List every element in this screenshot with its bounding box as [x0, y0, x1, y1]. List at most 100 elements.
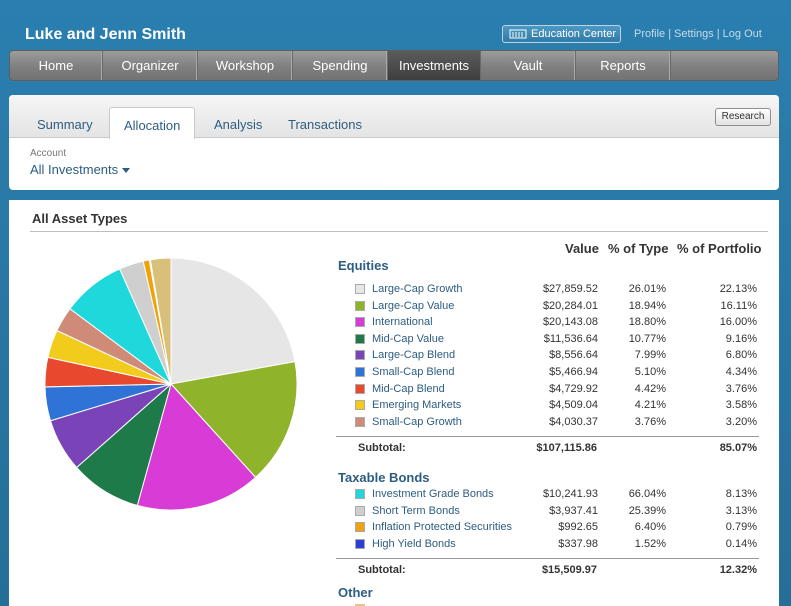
pie-slice: [149, 257, 172, 385]
pct-portfolio-cell: 8.13%: [725, 488, 757, 500]
column-pct-portfolio: % of Portfolio: [677, 241, 762, 256]
asset-class-link[interactable]: Large-Cap Growth: [372, 283, 463, 295]
value-cell: $27,859.52: [542, 283, 598, 295]
group-title: Equities: [338, 258, 389, 273]
color-swatch: [355, 333, 365, 344]
pct-portfolio-cell: 16.00%: [719, 316, 757, 329]
asset-class-link[interactable]: Emerging Markets: [372, 399, 462, 412]
table-row: International $20,143.08 18.80% 16.00%: [338, 315, 758, 331]
nav-home[interactable]: Home: [10, 51, 103, 80]
asset-class-link[interactable]: Inflation Protected Securities: [372, 521, 513, 534]
color-swatch: [355, 522, 365, 533]
education-center-icon: [509, 29, 527, 39]
tab-transactions[interactable]: Transactions: [288, 117, 362, 132]
pct-type-cell: 5.10%: [634, 366, 666, 378]
color-swatch: [355, 538, 365, 549]
column-value: Value: [565, 241, 599, 256]
pct-portfolio-cell: 16.11%: [720, 299, 758, 312]
value-cell: $20,143.08: [542, 316, 598, 329]
pct-portfolio-cell: 3.76%: [725, 382, 757, 395]
table-row: Mid-Cap Blend $4,729.92 4.42% 3.76%: [338, 382, 758, 398]
account-select-value: All Investments: [30, 162, 119, 177]
color-swatch: [355, 489, 365, 499]
subtotal-pct-portfolio: 12.32%: [719, 564, 757, 577]
nav-workshop[interactable]: Workshop: [198, 51, 293, 80]
table-row: Large-Cap Value $20,284.01 18.94% 16.11%: [338, 299, 758, 315]
pct-portfolio-cell: 6.80%: [725, 349, 757, 362]
value-cell: $8,556.64: [549, 349, 598, 362]
pct-type-cell: 4.42%: [634, 382, 666, 395]
user-name: Luke and Jenn Smith: [25, 26, 186, 43]
education-center-label: Education Center: [531, 28, 616, 40]
subtotal-row: Subtotal: $15,509.97 12.32%: [336, 558, 759, 580]
asset-class-link[interactable]: High Yield Bonds: [372, 537, 456, 550]
link-separator: |: [716, 28, 720, 40]
investments-panel: Summary Allocation Analysis Transactions…: [9, 95, 779, 190]
account-links: Profile | Settings | Log Out: [634, 28, 762, 40]
nav-reports[interactable]: Reports: [576, 51, 671, 80]
pct-portfolio-cell: 22.13%: [719, 283, 757, 295]
research-button[interactable]: Research: [715, 108, 771, 126]
tab-analysis[interactable]: Analysis: [214, 117, 263, 132]
allocation-pie-chart: [44, 257, 298, 511]
subtotal-label: Subtotal:: [358, 564, 406, 577]
table-row: Small-Cap Blend $5,466.94 5.10% 4.34%: [338, 365, 758, 381]
tab-bar: Summary Allocation Analysis Transactions…: [9, 95, 779, 139]
table-row: Large-Cap Blend $8,556.64 7.99% 6.80%: [338, 348, 758, 364]
pie-slice: [136, 382, 257, 511]
pct-portfolio-cell: 0.14%: [725, 537, 757, 550]
pct-portfolio-cell: 3.58%: [725, 399, 757, 412]
value-cell: $337.98: [558, 537, 598, 550]
asset-class-link[interactable]: Small-Cap Blend: [372, 366, 455, 378]
settings-link[interactable]: Settings: [674, 28, 714, 40]
color-swatch: [355, 604, 365, 606]
value-cell: $11,536.64: [543, 332, 598, 345]
color-swatch: [355, 350, 365, 361]
chevron-down-icon: [122, 168, 131, 174]
subtotal-value: $15,509.97: [541, 564, 597, 577]
asset-class-link[interactable]: Mid-Cap Value: [372, 332, 444, 345]
color-swatch: [355, 505, 365, 516]
asset-class-link[interactable]: Large-Cap Value: [372, 299, 455, 312]
value-cell: $4,729.92: [549, 382, 598, 395]
group-title: Other: [338, 585, 373, 600]
asset-class-link[interactable]: Small-Cap Growth: [372, 415, 462, 428]
subtotal-pct-portfolio: 85.07%: [719, 442, 757, 455]
divider: [30, 231, 768, 232]
pct-portfolio-cell: 3.20%: [725, 415, 757, 428]
asset-class-link[interactable]: Large-Cap Blend: [372, 349, 456, 362]
color-swatch: [355, 367, 365, 377]
link-separator: |: [668, 28, 672, 40]
education-center-button[interactable]: Education Center: [502, 25, 621, 43]
value-cell: $10,241.93: [542, 488, 598, 500]
nav-vault[interactable]: Vault: [481, 51, 576, 80]
color-swatch: [355, 416, 365, 427]
nav-spending[interactable]: Spending: [293, 51, 388, 80]
tab-allocation[interactable]: Allocation: [109, 107, 196, 139]
profile-link[interactable]: Profile: [634, 28, 666, 40]
value-cell: $4,030.37: [549, 415, 598, 428]
logout-link[interactable]: Log Out: [722, 28, 762, 40]
subtotal-row: Subtotal: $107,115.86 85.07%: [336, 436, 759, 458]
value-cell: $992.65: [558, 521, 598, 534]
pct-type-cell: 18.80%: [628, 316, 666, 329]
asset-class-link[interactable]: Mid-Cap Blend: [372, 382, 445, 395]
table-row: Inflation Protected Securities $992.65 6.4…: [338, 520, 758, 536]
color-swatch: [355, 300, 365, 311]
nav-organizer[interactable]: Organizer: [103, 51, 198, 80]
asset-class-link[interactable]: International: [372, 316, 433, 329]
color-swatch: [355, 317, 365, 328]
table-row: High Yield Bonds $337.98 1.52% 0.14%: [338, 537, 758, 553]
tab-summary[interactable]: Summary: [37, 117, 93, 132]
column-pct-type: % of Type: [608, 241, 669, 256]
color-swatch: [355, 400, 365, 411]
asset-class-link[interactable]: Short Term Bonds: [372, 504, 460, 517]
pct-type-cell: 25.39%: [628, 504, 666, 517]
pct-type-cell: 4.21%: [634, 399, 666, 412]
pct-portfolio-cell: 3.13%: [725, 504, 757, 517]
account-select[interactable]: All Investments: [30, 162, 131, 177]
subtotal-value: $107,115.86: [536, 442, 597, 455]
asset-class-link[interactable]: Investment Grade Bonds: [372, 488, 494, 500]
pct-portfolio-cell: 4.34%: [725, 366, 757, 378]
nav-investments[interactable]: Investments: [388, 51, 481, 80]
